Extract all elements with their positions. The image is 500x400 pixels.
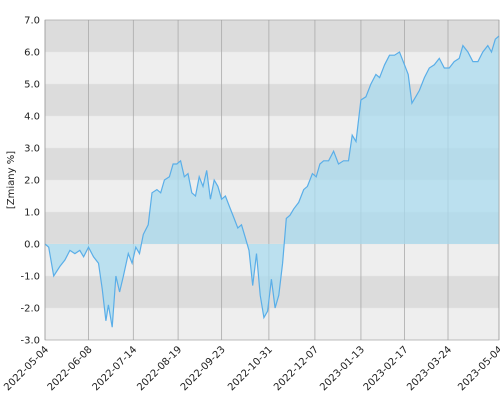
area-fill — [45, 36, 499, 328]
x-tick-label: 2022-07-14 — [91, 344, 140, 393]
y-tick-label: 5.0 — [24, 80, 40, 91]
y-axis-label: [Zmiany %] — [6, 151, 17, 209]
y-tick-label: 1.0 — [24, 208, 40, 219]
y-tick-label: 3.0 — [24, 144, 40, 155]
x-tick-label: 2022-09-23 — [179, 344, 228, 393]
plot-border — [44, 19, 500, 341]
x-tick-label: 2022-10-31 — [226, 344, 275, 393]
band — [45, 52, 499, 84]
y-tick-label: 4.0 — [24, 112, 40, 123]
y-tick-label: -3.0 — [20, 336, 40, 347]
x-tick-label: 2023-02-17 — [362, 344, 411, 393]
x-tick-label: 2022-12-07 — [272, 344, 321, 393]
y-tick-label: -1.0 — [20, 272, 40, 283]
y-tick-label: 2.0 — [24, 176, 40, 187]
x-tick-label: 2023-05-04 — [456, 344, 500, 393]
y-tick-label: 6.0 — [24, 48, 40, 59]
x-tick-label: 2022-06-08 — [46, 344, 95, 393]
line — [44, 35, 500, 328]
x-tick-label: 2022-05-04 — [2, 344, 51, 393]
y-tick-label: 0.0 — [24, 240, 40, 251]
band — [45, 308, 499, 340]
y-tick-label: -2.0 — [20, 304, 40, 315]
band — [45, 20, 499, 52]
x-tick-label: 2023-03-24 — [405, 344, 454, 393]
x-tick-label: 2023-01-13 — [318, 344, 367, 393]
x-tick-label: 2022-08-19 — [135, 344, 184, 393]
y-tick-label: 7.0 — [24, 16, 40, 27]
